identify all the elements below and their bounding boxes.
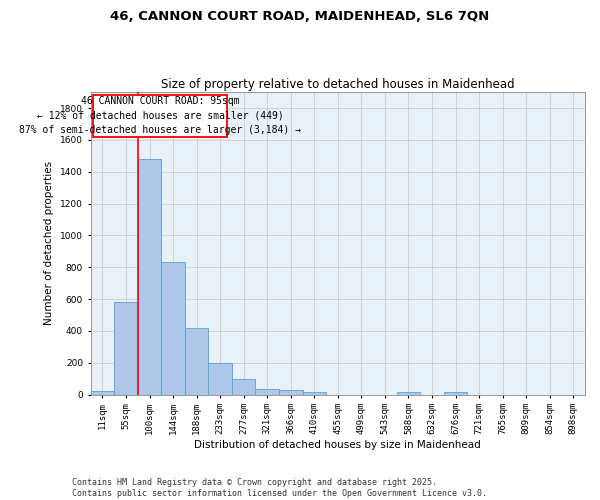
Title: Size of property relative to detached houses in Maidenhead: Size of property relative to detached ho… — [161, 78, 515, 91]
FancyBboxPatch shape — [93, 94, 227, 136]
Bar — [114, 302, 138, 394]
Bar — [279, 390, 302, 394]
X-axis label: Distribution of detached houses by size in Maidenhead: Distribution of detached houses by size … — [194, 440, 481, 450]
Y-axis label: Number of detached properties: Number of detached properties — [44, 162, 55, 326]
Bar — [256, 389, 279, 394]
Bar — [302, 392, 326, 394]
Bar — [208, 362, 232, 394]
Text: 46 CANNON COURT ROAD: 95sqm
← 12% of detached houses are smaller (449)
87% of se: 46 CANNON COURT ROAD: 95sqm ← 12% of det… — [19, 96, 301, 136]
Bar — [397, 392, 420, 394]
Bar — [91, 392, 114, 394]
Text: Contains HM Land Registry data © Crown copyright and database right 2025.
Contai: Contains HM Land Registry data © Crown c… — [72, 478, 487, 498]
Bar — [444, 392, 467, 394]
Bar — [232, 378, 256, 394]
Bar — [185, 328, 208, 394]
Bar — [161, 262, 185, 394]
Bar — [138, 159, 161, 394]
Text: 46, CANNON COURT ROAD, MAIDENHEAD, SL6 7QN: 46, CANNON COURT ROAD, MAIDENHEAD, SL6 7… — [110, 10, 490, 23]
